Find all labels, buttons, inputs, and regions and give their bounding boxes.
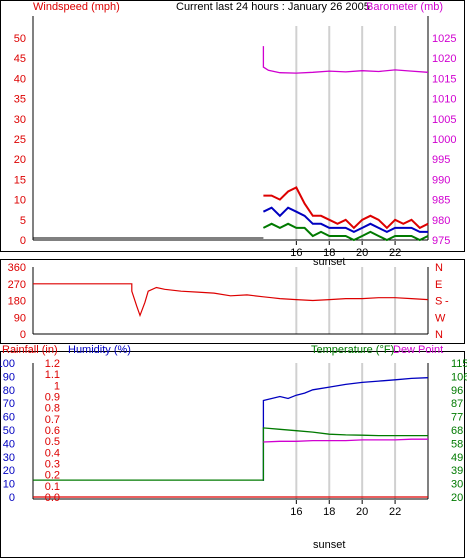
rain-tick-label: 0.6 bbox=[45, 425, 60, 437]
wind-barometer-panel bbox=[0, 0, 465, 252]
windspeed-tick-label: 15 bbox=[14, 174, 26, 186]
temperature-tick-label: 39 bbox=[451, 465, 463, 477]
wind-x-tick-label: 18 bbox=[323, 247, 335, 259]
humidity-tick-label: 90 bbox=[3, 371, 15, 383]
env-sunset-annotation: sunset bbox=[313, 539, 345, 551]
temperature-tick-label: 20 bbox=[451, 492, 463, 504]
series-windspeed-low bbox=[262, 222, 429, 242]
barometer-tick-label: 1000 bbox=[432, 134, 456, 146]
humidity-tick-label: 40 bbox=[3, 438, 15, 450]
series-humidity- bbox=[262, 377, 429, 481]
temperature-tick-label: 87 bbox=[451, 398, 463, 410]
barometer-tick-label: 995 bbox=[432, 154, 450, 166]
direction-tick-label: 90 bbox=[14, 312, 26, 324]
direction-tick-label: 0 bbox=[20, 329, 26, 341]
compass-label: S bbox=[435, 296, 442, 308]
barometer-tick-label: 1015 bbox=[432, 73, 456, 85]
windspeed-tick-label: 20 bbox=[14, 154, 26, 166]
rain-tick-label: 0.3 bbox=[45, 459, 60, 471]
humidity-tick-label: 60 bbox=[3, 412, 15, 424]
temperature-tick-label: 106 bbox=[451, 371, 467, 383]
rain-tick-label: 0.4 bbox=[45, 447, 60, 459]
barometer-tick-label: 975 bbox=[432, 235, 450, 247]
windspeed-tick-label: 50 bbox=[14, 33, 26, 45]
env-x-tick-label: 22 bbox=[389, 506, 401, 518]
rain-tick-label: 0.5 bbox=[45, 436, 60, 448]
windspeed-tick-label: 45 bbox=[14, 53, 26, 65]
compass-label: N bbox=[435, 262, 443, 274]
series-windspeed-gust bbox=[263, 186, 429, 230]
humidity-tick-label: 20 bbox=[3, 465, 15, 477]
humidity-tick-label: 0 bbox=[9, 492, 15, 504]
temperature-tick-label: 96 bbox=[451, 385, 463, 397]
humidity-tick-label: 30 bbox=[3, 452, 15, 464]
barometer-axis-label: Barometer (mb) bbox=[366, 1, 444, 13]
barometer-tick-label: 990 bbox=[432, 174, 450, 186]
barometer-tick-label: 1005 bbox=[432, 114, 456, 126]
windspeed-axis-label: Windspeed (mph) bbox=[33, 1, 120, 13]
rain-tick-label: 0.9 bbox=[45, 392, 60, 404]
compass-label: N bbox=[435, 329, 443, 341]
rainfall-axis-label: Rainfall (in) bbox=[2, 344, 58, 356]
series-windspeed-average bbox=[262, 206, 428, 234]
temperature-tick-label: 68 bbox=[451, 425, 463, 437]
barometer-tick-label: 1010 bbox=[432, 94, 456, 106]
barometer-tick-label: 985 bbox=[432, 195, 450, 207]
rain-tick-label: 0.0 bbox=[45, 492, 60, 504]
env-x-tick-label: 18 bbox=[323, 506, 335, 518]
temperature-tick-label: 77 bbox=[451, 412, 463, 424]
direction-tick-label: 360 bbox=[8, 262, 26, 274]
wind-sunset-annotation: sunset bbox=[313, 256, 345, 268]
windspeed-tick-label: 40 bbox=[14, 73, 26, 85]
series-temperature-f- bbox=[33, 427, 428, 481]
temperature-tick-label: 49 bbox=[451, 452, 463, 464]
env-x-tick-label: 20 bbox=[356, 506, 368, 518]
humidity-axis-label: Humidity (%) bbox=[68, 344, 131, 356]
barometer-tick-label: 1025 bbox=[432, 33, 456, 45]
humidity-tick-label: 80 bbox=[3, 385, 15, 397]
direction-tick-label: 270 bbox=[8, 279, 26, 291]
series-wind-direction bbox=[33, 283, 429, 318]
humidity-tick-label: 50 bbox=[3, 425, 15, 437]
windspeed-tick-label: 30 bbox=[14, 114, 26, 126]
rain-tick-label: 0.2 bbox=[45, 470, 60, 482]
wind-direction-panel bbox=[0, 259, 465, 344]
temperature-tick-label: 58 bbox=[451, 438, 463, 450]
rain-tick-label: 0.8 bbox=[45, 403, 60, 415]
humidity-tick-label: 100 bbox=[0, 358, 15, 370]
temperature-axis-label: Temperature (°F) bbox=[311, 344, 395, 356]
temperature-tick-label: 30 bbox=[451, 479, 463, 491]
env-x-tick-label: 16 bbox=[290, 506, 302, 518]
temperature-tick-label: 115 bbox=[451, 358, 467, 370]
barometer-tick-label: 1020 bbox=[432, 53, 456, 65]
series-barometer-mb- bbox=[262, 46, 429, 74]
windspeed-tick-label: 35 bbox=[14, 94, 26, 106]
rain-tick-label: 1.2 bbox=[45, 358, 60, 370]
direction-tick-label: 180 bbox=[8, 296, 26, 308]
barometer-tick-label: 980 bbox=[432, 215, 450, 227]
wind-x-tick-label: 16 bbox=[290, 247, 302, 259]
wind-x-tick-label: 22 bbox=[389, 247, 401, 259]
rain-tick-label: 1 bbox=[54, 380, 60, 392]
humidity-tick-label: 70 bbox=[3, 398, 15, 410]
wind-x-tick-label: 20 bbox=[356, 247, 368, 259]
windspeed-tick-label: 10 bbox=[14, 195, 26, 207]
windspeed-tick-label: 5 bbox=[20, 215, 26, 227]
chart-title: Current last 24 hours : January 26 2005 bbox=[176, 1, 370, 13]
series-dew-point bbox=[263, 438, 428, 443]
windspeed-tick-label: 25 bbox=[14, 134, 26, 146]
rain-tick-label: 0.7 bbox=[45, 414, 60, 426]
humidity-tick-label: 10 bbox=[3, 479, 15, 491]
dew-point-axis-label: Dew Point bbox=[393, 344, 444, 356]
compass-label: E bbox=[435, 279, 442, 291]
windspeed-tick-label: 0 bbox=[20, 235, 26, 247]
rain-tick-label: 1.1 bbox=[45, 369, 60, 381]
compass-extra-label: - bbox=[445, 296, 449, 308]
rain-tick-label: 0.1 bbox=[45, 481, 60, 493]
compass-label: W bbox=[435, 312, 446, 324]
